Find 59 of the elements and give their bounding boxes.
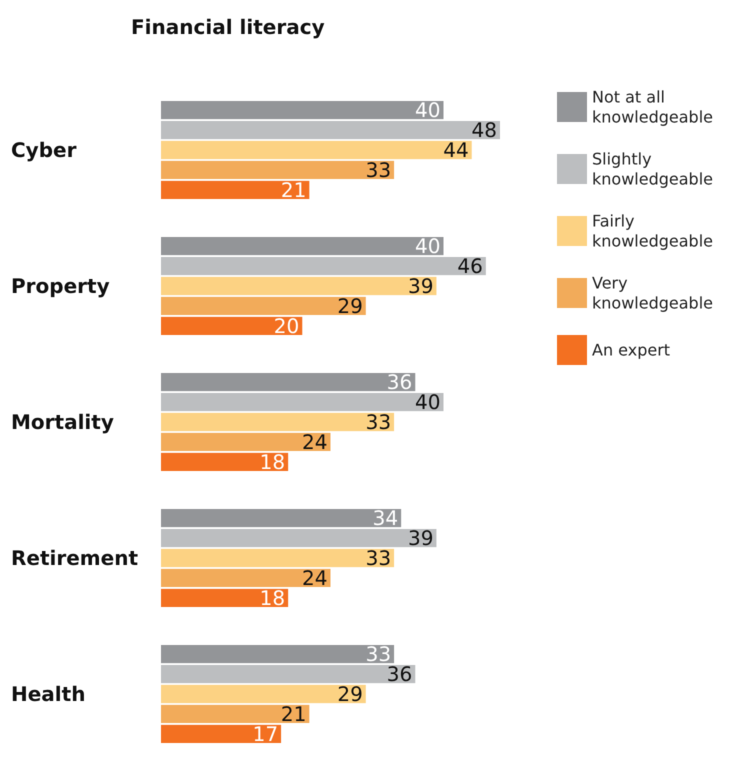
data-label: 24: [302, 566, 328, 590]
data-label: 40: [415, 234, 440, 258]
bar: [161, 645, 394, 664]
data-label: 48: [472, 118, 497, 142]
y-tick-label: Retirement: [11, 546, 138, 570]
bar: [161, 160, 394, 180]
bar: [161, 316, 302, 335]
bar: [161, 256, 486, 276]
data-label: 39: [408, 274, 434, 298]
bar: [161, 392, 444, 412]
y-tick-label: Health: [11, 682, 86, 706]
bar: [161, 724, 282, 743]
legend-label: Very knowledgeable: [592, 274, 713, 312]
bar: [161, 528, 436, 548]
y-tick-label: Property: [11, 274, 110, 298]
data-label: 29: [337, 294, 363, 318]
chart-title: Financial literacy: [131, 15, 325, 39]
data-label: 33: [366, 158, 392, 182]
bar: [161, 101, 444, 120]
legend-label: Not at all knowledgeable: [592, 88, 713, 126]
legend-label: Slightly knowledgeable: [592, 150, 713, 188]
data-label: 46: [457, 254, 483, 278]
data-label: 33: [366, 546, 392, 570]
bar: [161, 588, 288, 607]
data-label: 39: [408, 526, 434, 550]
bar: [161, 548, 394, 568]
bar: [161, 568, 330, 588]
bar: [161, 296, 366, 316]
data-label: 29: [337, 682, 363, 706]
bar: [161, 664, 416, 684]
data-label: 17: [252, 722, 278, 746]
data-label: 40: [415, 98, 440, 122]
bar: [161, 452, 288, 471]
data-label: 18: [260, 450, 286, 474]
bar: [161, 120, 500, 140]
data-label: 33: [366, 410, 392, 434]
data-label: 21: [280, 178, 306, 202]
legend-label: Fairly knowledgeable: [592, 212, 713, 250]
bar: [161, 373, 416, 392]
bar: [161, 237, 444, 256]
bar: [161, 509, 402, 528]
bar: [161, 412, 394, 432]
data-label: 18: [260, 586, 286, 610]
bar: [161, 684, 366, 704]
bar: [161, 180, 310, 199]
data-label: 21: [280, 702, 306, 726]
legend-label: An expert: [592, 340, 670, 360]
data-label: 24: [302, 430, 328, 454]
bar: [161, 276, 436, 296]
data-label: 36: [386, 370, 412, 394]
bar: [161, 432, 330, 452]
bar: [161, 704, 310, 724]
bar: [161, 140, 472, 160]
data-label: 20: [274, 314, 300, 338]
y-tick-label: Mortality: [11, 410, 114, 434]
data-label: 44: [443, 138, 469, 162]
data-label: 34: [372, 506, 398, 530]
y-tick-label: Cyber: [11, 138, 77, 162]
data-label: 40: [415, 390, 440, 414]
